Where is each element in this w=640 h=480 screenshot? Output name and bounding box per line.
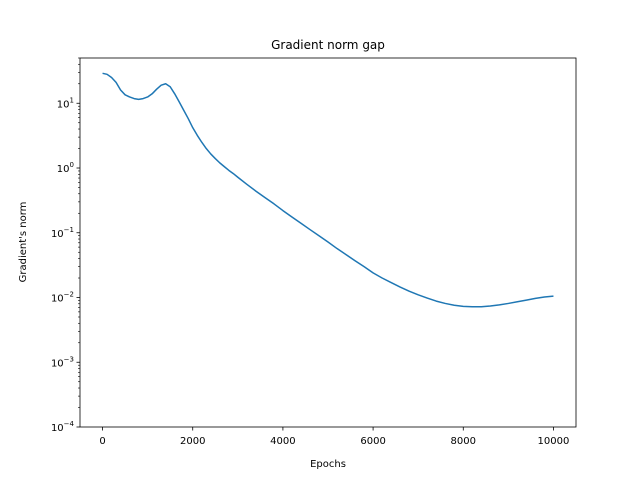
y-tick-label: 10−2 — [51, 291, 74, 305]
x-tick-label: 6000 — [360, 436, 385, 447]
y-tick-label: 10−1 — [51, 226, 74, 240]
y-axis-label: Gradient's norm — [18, 202, 29, 283]
y-axis: 10−4 10−3 10−2 10−1 100 101 — [51, 57, 80, 434]
x-axis-label: Epochs — [310, 459, 346, 470]
x-tick-label: 0 — [99, 436, 105, 447]
x-axis: 0 2000 4000 6000 8000 10000 — [99, 427, 569, 447]
y-tick-label: 100 — [57, 161, 74, 175]
series-line — [102, 72, 554, 308]
y-tick-label: 10−4 — [51, 420, 75, 434]
plot-area — [79, 57, 577, 428]
x-tick-label: 8000 — [451, 436, 476, 447]
y-tick-label: 101 — [57, 96, 74, 110]
chart-title: Gradient norm gap — [271, 38, 385, 52]
x-tick-label: 10000 — [538, 436, 570, 447]
x-tick-label: 2000 — [180, 436, 205, 447]
x-tick-label: 4000 — [270, 436, 295, 447]
y-tick-label: 10−3 — [51, 355, 74, 369]
series-layer — [102, 72, 554, 308]
